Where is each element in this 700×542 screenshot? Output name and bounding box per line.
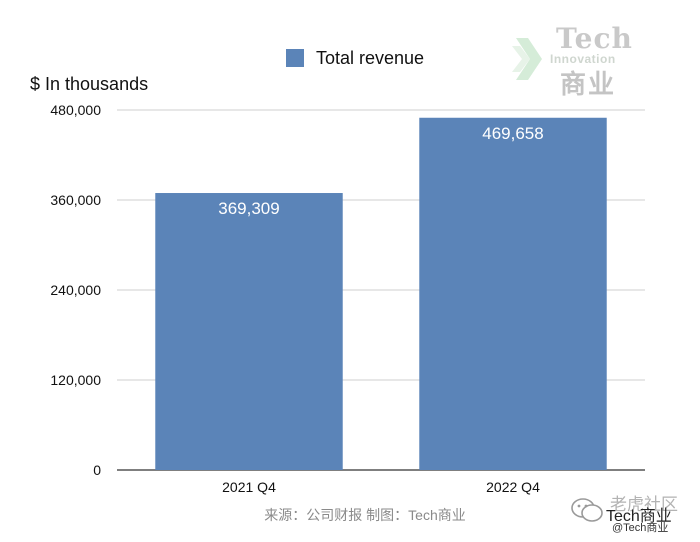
y-tick-label: 120,000 — [50, 372, 101, 388]
bars — [155, 117, 607, 470]
y-axis-label: $ In thousands — [30, 74, 149, 94]
wechat-icon — [571, 498, 603, 522]
source-note: 来源：公司财报 制图：Tech商业 — [264, 507, 466, 523]
tech-innovation-logo: Tech Innovation 商业 — [508, 22, 632, 102]
y-tick-label: 240,000 — [50, 282, 101, 298]
logo-text-bottom: 商业 — [560, 69, 617, 99]
y-tick-label: 360,000 — [50, 192, 101, 208]
bar — [419, 117, 607, 470]
legend-swatch — [286, 49, 304, 67]
x-tick-label: 2022 Q4 — [486, 479, 540, 495]
arrow-logo-icon — [512, 38, 542, 80]
bar — [155, 193, 343, 470]
y-tick-label: 480,000 — [50, 102, 101, 118]
logo-text-top: Tech — [556, 22, 633, 55]
x-tick-label: 2021 Q4 — [222, 479, 276, 495]
bar-value-labels: 369,309 469,658 — [218, 124, 543, 218]
watermark: 老虎社区 Tech商业 @Tech商业 — [570, 488, 695, 538]
legend: Total revenue — [286, 46, 424, 70]
y-axis-ticks: 0 120,000 240,000 360,000 480,000 — [50, 102, 101, 478]
legend-label: Total revenue — [316, 47, 425, 68]
bar-value-label: 369,309 — [218, 199, 279, 218]
watermark-handle: @Tech商业 — [612, 522, 669, 534]
logo-text-middle: Innovation — [550, 52, 616, 66]
x-axis-ticks: 2021 Q4 2022 Q4 — [222, 479, 540, 495]
bar-value-label: 469,658 — [482, 124, 543, 143]
watermark-main-text: Tech商业 — [606, 508, 672, 525]
y-tick-label: 0 — [93, 462, 101, 478]
watermark-top-text: 老虎社区 — [610, 495, 678, 514]
